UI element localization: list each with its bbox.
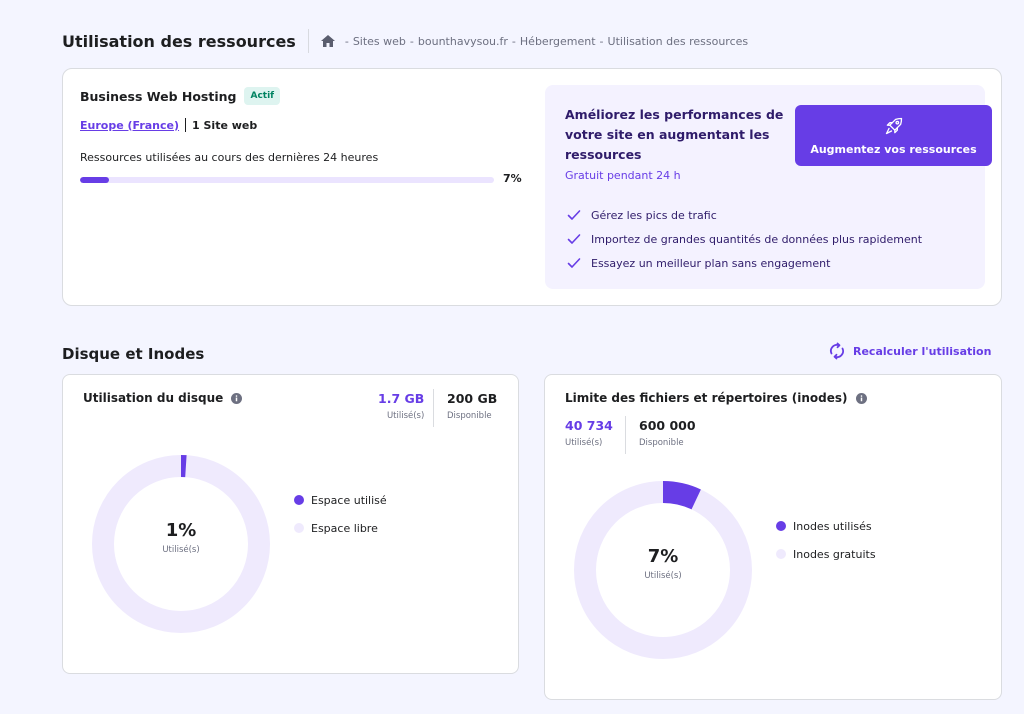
increase-resources-label: Augmentez vos ressources <box>810 142 977 156</box>
location-link[interactable]: Europe (France) <box>80 118 180 132</box>
inodes-donut-chart <box>574 481 752 659</box>
breadcrumb-sites[interactable]: Sites web <box>352 34 406 48</box>
recalculate-usage-label: Recalculer l'utilisation <box>853 344 992 358</box>
disk-available-stat: 200 GB Disponible <box>447 391 497 421</box>
usage-progress-fill <box>80 177 109 183</box>
upsell-subtitle: Gratuit pendant 24 h <box>565 169 681 182</box>
inodes-donut-used-arc <box>662 481 701 510</box>
usage-progress-bar <box>80 177 494 183</box>
status-badge: Actif <box>244 87 281 105</box>
inodes-card-title: Limite des fichiers et répertoires (inod… <box>565 391 848 405</box>
legend-dot-used <box>294 495 304 505</box>
inodes-available-value: 600 000 <box>639 418 696 433</box>
usage-percent: 7% <box>503 172 522 185</box>
breadcrumb-domain[interactable]: bounthavysou.fr <box>417 34 508 48</box>
usage-label: Ressources utilisées au cours des derniè… <box>80 151 379 164</box>
legend-item: Espace libre <box>294 514 387 542</box>
legend-dot-used <box>776 521 786 531</box>
check-icon <box>567 210 581 220</box>
disk-available-value: 200 GB <box>447 391 498 406</box>
feature-list: Gérez les pics de trafic Importez de gra… <box>567 203 922 275</box>
recalculate-usage-button[interactable]: Recalculer l'utilisation <box>828 342 991 360</box>
disk-section-title: Disque et Inodes <box>62 345 205 363</box>
disk-percent-label: Utilisé(s) <box>162 545 200 555</box>
breadcrumb-current: Utilisation des ressources <box>607 34 749 48</box>
disk-available-label: Disponible <box>447 411 492 421</box>
page-header: Utilisation des ressources - Sites web -… <box>62 29 749 53</box>
disk-usage-card: Utilisation du disque 1.7 GB Utilisé(s) … <box>62 374 519 674</box>
disk-used-value: 1.7 GB <box>378 391 425 406</box>
disk-used-label: Utilisé(s) <box>386 411 425 421</box>
upsell-title: Améliorez les performances de votre site… <box>565 107 784 162</box>
inodes-available-label: Disponible <box>639 438 684 448</box>
inodes-legend: Inodes utilisés Inodes gratuits <box>776 512 876 568</box>
disk-donut-chart <box>92 455 270 633</box>
inodes-used-value: 40 734 <box>565 418 613 433</box>
plan-name: Business Web Hosting <box>80 88 237 104</box>
inodes-percent-label: Utilisé(s) <box>644 571 682 581</box>
inodes-used-stat: 40 734 Utilisé(s) <box>565 418 613 448</box>
page-title: Utilisation des ressources <box>62 31 296 51</box>
feature-item: Importez de grandes quantités de données… <box>567 227 922 251</box>
breadcrumb-hosting[interactable]: Hébergement <box>519 34 596 48</box>
feature-item: Gérez les pics de trafic <box>567 203 922 227</box>
disk-percent: 1% <box>165 520 197 541</box>
site-count: 1 Site web <box>192 118 258 132</box>
feature-item: Essayez un meilleur plan sans engagement <box>567 251 922 275</box>
legend-dot-free <box>294 523 304 533</box>
hosting-plan-card: Business Web Hosting Actif Europe (Franc… <box>62 68 1002 306</box>
disk-used-stat: 1.7 GB Utilisé(s) <box>378 391 424 421</box>
refresh-icon <box>830 342 844 360</box>
info-icon[interactable] <box>855 392 867 404</box>
info-icon[interactable] <box>231 392 243 404</box>
inodes-used-label: Utilisé(s) <box>565 438 603 448</box>
legend-item: Inodes utilisés <box>776 512 876 540</box>
disk-legend: Espace utilisé Espace libre <box>294 486 387 542</box>
upsell-panel: Améliorez les performances de votre site… <box>545 85 992 289</box>
inodes-card: Limite des fichiers et répertoires (inod… <box>544 374 1002 700</box>
disk-card-title: Utilisation du disque <box>83 391 224 405</box>
inodes-available-stat: 600 000 Disponible <box>639 418 696 448</box>
check-icon <box>567 258 581 268</box>
rocket-icon <box>885 117 902 134</box>
inodes-percent: 7% <box>647 546 679 567</box>
header-divider <box>307 29 309 53</box>
increase-resources-button[interactable]: Augmentez vos ressources <box>795 105 992 166</box>
legend-dot-free <box>776 549 786 559</box>
legend-item: Inodes gratuits <box>776 540 876 568</box>
breadcrumb: - Sites web - bounthavysou.fr - Hébergem… <box>320 34 749 48</box>
home-icon[interactable] <box>320 35 335 47</box>
legend-item: Espace utilisé <box>294 486 387 514</box>
check-icon <box>567 234 581 244</box>
